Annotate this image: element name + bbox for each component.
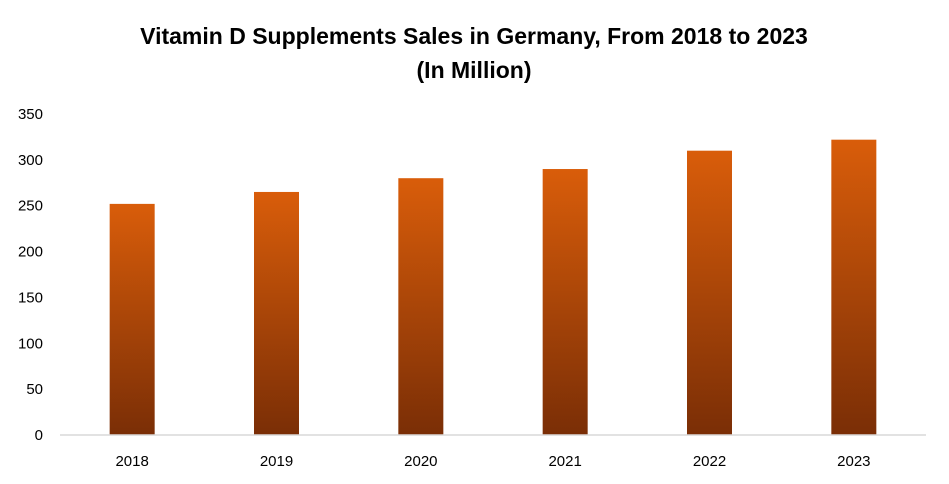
x-tick-label: 2022	[693, 453, 726, 470]
x-tick-label: 2021	[548, 453, 581, 470]
chart-subtitle: (In Million)	[417, 57, 532, 83]
chart-title: Vitamin D Supplements Sales in Germany, …	[140, 23, 808, 49]
bar	[831, 139, 877, 435]
y-tick-label: 300	[18, 152, 43, 169]
x-tick-label: 2019	[260, 453, 293, 470]
y-axis-ticks: 0 50 100 150 200 250 300 350	[18, 106, 43, 444]
y-tick-label: 200	[18, 244, 43, 261]
y-tick-label: 250	[18, 198, 43, 215]
x-tick-label: 2020	[404, 453, 437, 470]
y-tick-label: 350	[18, 106, 43, 123]
bar	[109, 203, 155, 435]
x-tick-label: 2023	[837, 453, 870, 470]
bar	[687, 150, 732, 435]
x-axis-ticks: 2018 2019 2020 2021 2022 2023	[115, 453, 870, 470]
y-tick-label: 100	[18, 335, 43, 352]
x-tick-label: 2018	[115, 453, 148, 470]
y-tick-label: 150	[18, 289, 43, 306]
y-tick-label: 0	[35, 427, 43, 444]
bar	[254, 191, 299, 435]
y-tick-label: 50	[26, 381, 43, 398]
bar	[542, 169, 588, 435]
bars	[109, 139, 877, 435]
bar	[398, 178, 444, 435]
